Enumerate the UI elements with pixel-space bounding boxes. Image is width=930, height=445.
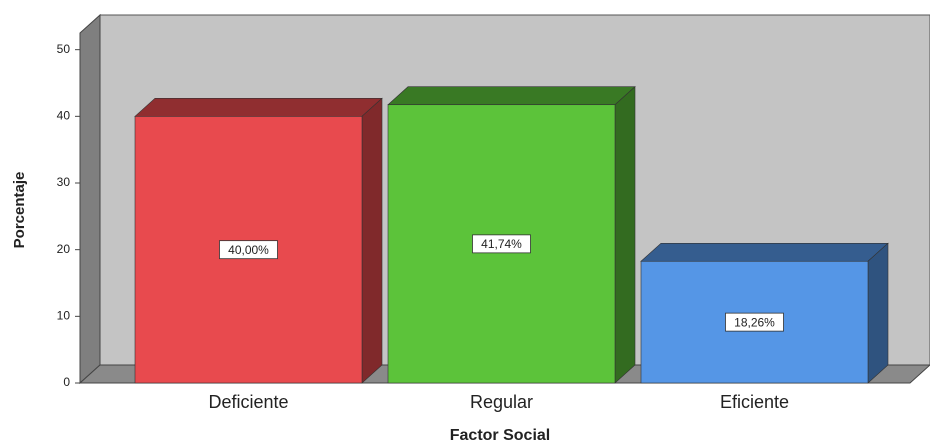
bar-side bbox=[867, 242, 889, 384]
value-label-box bbox=[219, 240, 278, 260]
x-tick-label: Regular bbox=[470, 392, 533, 412]
x-tick-label: Deficiente bbox=[208, 392, 288, 412]
bar-top bbox=[134, 98, 383, 117]
value-label-box bbox=[725, 312, 784, 332]
value-label: 41,74% bbox=[481, 237, 522, 251]
y-tick-label: 0 bbox=[63, 375, 70, 389]
x-tick-label: Eficiente bbox=[720, 392, 789, 412]
y-axis-label: Porcentaje bbox=[11, 172, 28, 249]
y-tick-label: 50 bbox=[57, 42, 71, 56]
x-axis-label: Factor Social bbox=[450, 427, 550, 444]
y-tick-label: 10 bbox=[57, 309, 71, 323]
y-tick-label: 20 bbox=[57, 242, 71, 256]
left-wall bbox=[79, 13, 101, 385]
value-label: 40,00% bbox=[228, 243, 269, 257]
bar-top bbox=[387, 86, 636, 106]
bar-side bbox=[614, 86, 636, 384]
value-label-box bbox=[472, 234, 531, 254]
bar-side bbox=[361, 97, 383, 384]
bar-top bbox=[640, 242, 889, 262]
value-label: 18,26% bbox=[734, 315, 775, 329]
y-tick-label: 30 bbox=[57, 175, 71, 189]
y-tick-label: 40 bbox=[57, 109, 71, 123]
